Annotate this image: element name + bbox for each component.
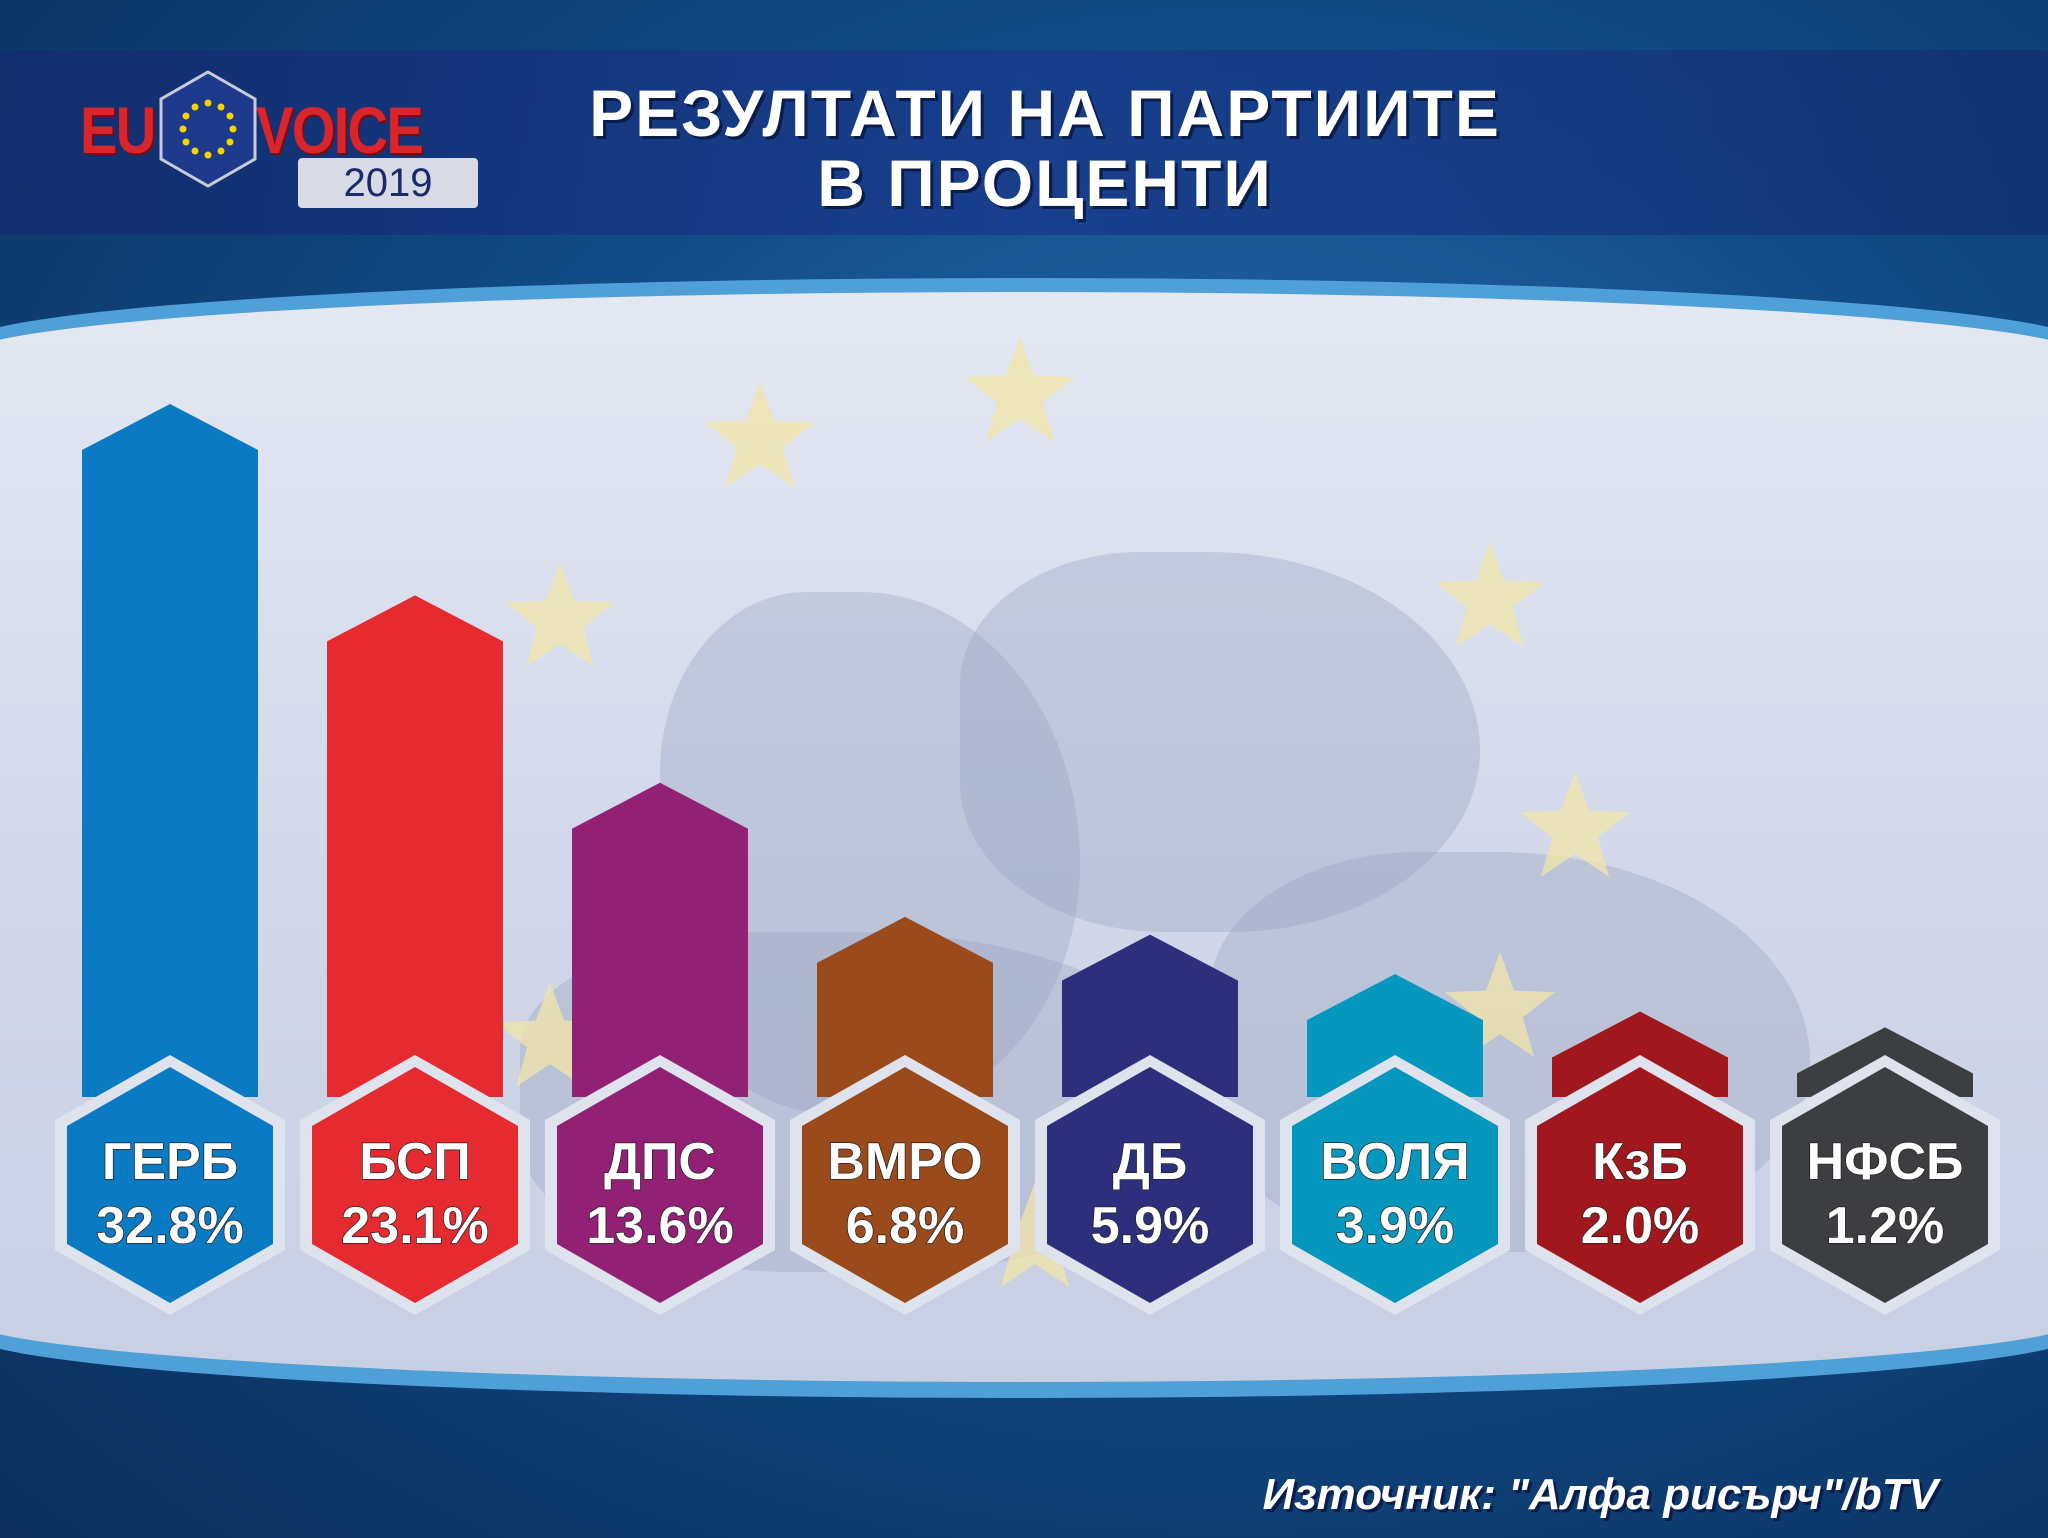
value-label: 32.8% <box>96 1197 243 1255</box>
star-icon <box>1519 772 1631 877</box>
category-label: ВОЛЯ <box>1320 1133 1469 1191</box>
value-label: 13.6% <box>586 1197 733 1255</box>
value-label: 1.2% <box>1826 1197 1945 1255</box>
hexagon-badge <box>1292 1067 1498 1303</box>
star-icon <box>504 562 616 667</box>
value-label: 2.0% <box>1581 1197 1700 1255</box>
hexagon-badge <box>312 1067 518 1303</box>
bar <box>327 595 503 1097</box>
hexagon-badge <box>67 1067 273 1303</box>
category-label: ГЕРБ <box>102 1133 238 1191</box>
logo-eu-text: EU <box>80 93 156 167</box>
bar <box>1062 934 1238 1097</box>
bar-group: ДПС 13.6% <box>545 782 775 1315</box>
category-label: БСП <box>359 1133 471 1191</box>
bar-group: ДБ 5.9% <box>1035 934 1265 1315</box>
bar <box>1307 974 1483 1097</box>
logo-year: 2019 <box>298 158 478 208</box>
source-note: Източник: "Алфа рисърч"/bTV <box>1262 1470 1938 1519</box>
bar <box>817 916 993 1097</box>
bar-group: БСП 23.1% <box>300 595 530 1315</box>
star-icon <box>1444 952 1556 1057</box>
hexagon-badge <box>1537 1067 1743 1303</box>
category-label: ДБ <box>1113 1133 1187 1191</box>
value-label: 23.1% <box>341 1197 488 1255</box>
star-icon <box>1434 542 1546 647</box>
value-label: 5.9% <box>1091 1197 1210 1255</box>
category-label: НФСБ <box>1807 1133 1964 1191</box>
bar-group: КзБ 2.0% <box>1525 1011 1755 1315</box>
hexagon-badge <box>802 1067 1008 1303</box>
bar <box>572 782 748 1097</box>
bar <box>1552 1011 1728 1097</box>
category-label: ВМРО <box>827 1133 982 1191</box>
star-icon <box>704 382 816 487</box>
title-line-2: В ПРОЦЕНТИ <box>817 146 1273 220</box>
logo-voice-text: VOICE <box>256 93 424 167</box>
bar <box>82 404 258 1097</box>
bar-group: НФСБ 1.2% <box>1770 1027 2000 1315</box>
category-label: ДПС <box>604 1133 716 1191</box>
value-label: 3.9% <box>1336 1197 1455 1255</box>
star-icon <box>964 337 1076 442</box>
page-title: РЕЗУЛТАТИ НА ПАРТИИТЕ В ПРОЦЕНТИ <box>460 78 1630 218</box>
bar-group: ГЕРБ 32.8% <box>55 404 285 1315</box>
hexagon-badge <box>1782 1067 1988 1303</box>
eu-stars-hexagon-icon <box>159 70 257 188</box>
hexagon-badge <box>557 1067 763 1303</box>
eu-voice-logo: EU VOICE 2019 <box>70 70 478 210</box>
hexagon-badge <box>1047 1067 1253 1303</box>
title-line-1: РЕЗУЛТАТИ НА ПАРТИИТЕ <box>589 76 1501 150</box>
value-label: 6.8% <box>846 1197 965 1255</box>
star-icon <box>494 982 606 1087</box>
bar-group: ВОЛЯ 3.9% <box>1280 974 1510 1315</box>
category-label: КзБ <box>1592 1133 1688 1191</box>
bar-group: ВМРО 6.8% <box>790 916 1020 1315</box>
